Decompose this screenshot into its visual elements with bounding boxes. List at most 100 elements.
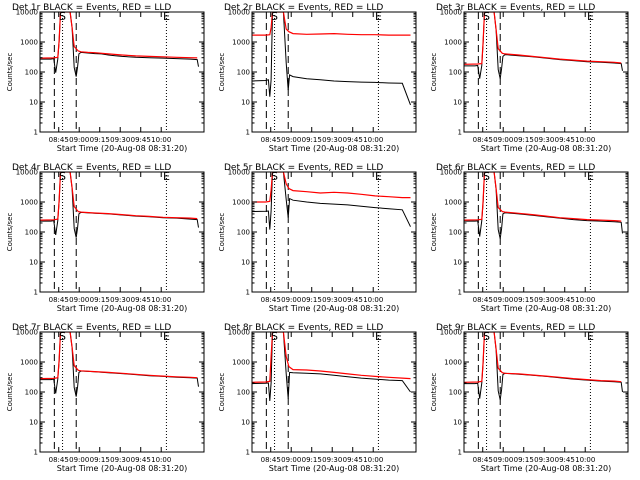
y-tick-label: 10 — [29, 99, 38, 107]
x-tick-label: 09:15 — [302, 136, 322, 144]
y-tick-label: 10000 — [440, 169, 462, 177]
panel-title: Det 4r BLACK = Events, RED = LLD — [12, 163, 171, 173]
detector-panel-2: Det 2r BLACK = Events, RED = LLD 1 10 100 10… — [218, 3, 417, 153]
event-marker-s: S — [59, 170, 66, 183]
detector-panel-9: Det 9r BLACK = Events, RED = LLD 1 10 100 10… — [430, 323, 629, 473]
event-marker-s: S — [271, 170, 278, 183]
panel-title: Det 9r BLACK = Events, RED = LLD — [436, 323, 595, 333]
panel-title: Det 3r BLACK = Events, RED = LLD — [436, 3, 595, 13]
lld-series-line — [252, 12, 411, 36]
x-tick-label: 09:00 — [69, 136, 89, 144]
x-tick-label: 09:15 — [90, 136, 110, 144]
plot-frame — [463, 171, 629, 293]
y-axis-label: Counts/sec — [218, 53, 226, 92]
y-axis-label: Counts/sec — [430, 213, 438, 252]
y-tick-label: 1 — [246, 289, 250, 297]
y-tick-label: 100 — [449, 229, 462, 237]
event-marker-s: S — [483, 170, 490, 183]
y-tick-label: 1 — [458, 449, 462, 457]
lld-series-line — [40, 12, 198, 59]
y-tick-label: 100 — [449, 389, 462, 397]
y-tick-label: 1 — [246, 449, 250, 457]
y-tick-label: 10000 — [228, 329, 250, 337]
y-axis-label: Counts/sec — [6, 53, 14, 92]
x-tick-label: 09:30 — [322, 296, 342, 304]
x-tick-label: 10:00 — [575, 456, 595, 464]
lld-series-line — [40, 332, 198, 380]
x-axis-label: Start Time (20-Aug-08 08:31:20) — [269, 304, 400, 313]
x-tick-label: 09:15 — [90, 296, 110, 304]
detector-panel-5: Det 5r BLACK = Events, RED = LLD 1 10 100 10… — [218, 163, 417, 313]
panel-title: Det 1r BLACK = Events, RED = LLD — [12, 3, 171, 13]
x-tick-label: 09:45 — [555, 456, 575, 464]
x-axis-label: Start Time (20-Aug-08 08:31:20) — [57, 464, 188, 473]
plot-frame — [39, 331, 205, 453]
x-tick-label: 10:00 — [151, 136, 171, 144]
event-marker-e: E — [375, 330, 382, 343]
y-tick-label: 100 — [237, 229, 250, 237]
x-tick-label: 09:30 — [322, 136, 342, 144]
x-tick-label: 10:00 — [575, 296, 595, 304]
y-tick-label: 1 — [34, 129, 38, 137]
lld-series-line — [464, 12, 622, 65]
event-marker-e: E — [587, 330, 594, 343]
x-tick-label: 08:45 — [49, 296, 69, 304]
event-marker-s: S — [483, 10, 490, 23]
x-tick-label: 09:15 — [514, 296, 534, 304]
panel-title: Det 7r BLACK = Events, RED = LLD — [12, 323, 171, 333]
y-tick-label: 100 — [25, 69, 38, 77]
plot-frame — [39, 171, 205, 293]
x-tick-label: 09:00 — [69, 296, 89, 304]
panel-title: Det 8r BLACK = Events, RED = LLD — [224, 323, 383, 333]
panel-title: Det 5r BLACK = Events, RED = LLD — [224, 163, 383, 173]
detector-panel-6: Det 6r BLACK = Events, RED = LLD 1 10 100 10… — [430, 163, 629, 313]
x-tick-label: 09:15 — [90, 456, 110, 464]
event-marker-e: E — [587, 10, 594, 23]
x-tick-label: 10:00 — [151, 296, 171, 304]
y-tick-label: 10 — [29, 419, 38, 427]
events-series-line — [252, 12, 411, 106]
x-tick-label: 08:45 — [49, 136, 69, 144]
detector-panel-1: Det 1r BLACK = Events, RED = LLD 1 10 100 10… — [6, 3, 205, 153]
y-tick-label: 100 — [25, 229, 38, 237]
y-axis-label: Counts/sec — [6, 373, 14, 412]
x-tick-label: 08:45 — [473, 296, 493, 304]
event-marker-e: E — [587, 170, 594, 183]
y-tick-label: 1000 — [20, 39, 38, 47]
x-tick-label: 09:45 — [131, 136, 151, 144]
x-tick-label: 09:45 — [555, 136, 575, 144]
y-tick-label: 1 — [458, 129, 462, 137]
y-tick-label: 1000 — [232, 39, 250, 47]
lld-series-line — [40, 172, 198, 221]
lld-series-line — [464, 172, 622, 222]
y-tick-label: 1000 — [444, 359, 462, 367]
x-axis-label: Start Time (20-Aug-08 08:31:20) — [269, 464, 400, 473]
x-tick-label: 09:15 — [514, 136, 534, 144]
events-series-line — [252, 172, 411, 230]
x-tick-label: 09:00 — [493, 296, 513, 304]
y-tick-label: 10000 — [16, 329, 38, 337]
x-tick-label: 08:45 — [261, 296, 281, 304]
y-tick-label: 1 — [458, 289, 462, 297]
x-tick-label: 09:30 — [110, 136, 130, 144]
x-tick-label: 09:00 — [281, 296, 301, 304]
plot-frame — [39, 11, 205, 133]
panel-title: Det 6r BLACK = Events, RED = LLD — [436, 163, 595, 173]
events-series-line — [252, 332, 411, 402]
x-tick-label: 09:45 — [343, 456, 363, 464]
y-tick-label: 1000 — [444, 199, 462, 207]
y-tick-label: 10 — [453, 259, 462, 267]
plot-frame — [463, 11, 629, 133]
y-tick-label: 10 — [241, 419, 250, 427]
y-axis-label: Counts/sec — [218, 373, 226, 412]
event-marker-e: E — [163, 330, 170, 343]
x-tick-label: 09:30 — [534, 136, 554, 144]
event-marker-s: S — [271, 10, 278, 23]
y-tick-label: 1000 — [20, 199, 38, 207]
y-axis-label: Counts/sec — [430, 373, 438, 412]
y-tick-label: 10000 — [228, 169, 250, 177]
y-tick-label: 10 — [29, 259, 38, 267]
x-tick-label: 10:00 — [363, 136, 383, 144]
x-tick-label: 09:00 — [281, 136, 301, 144]
